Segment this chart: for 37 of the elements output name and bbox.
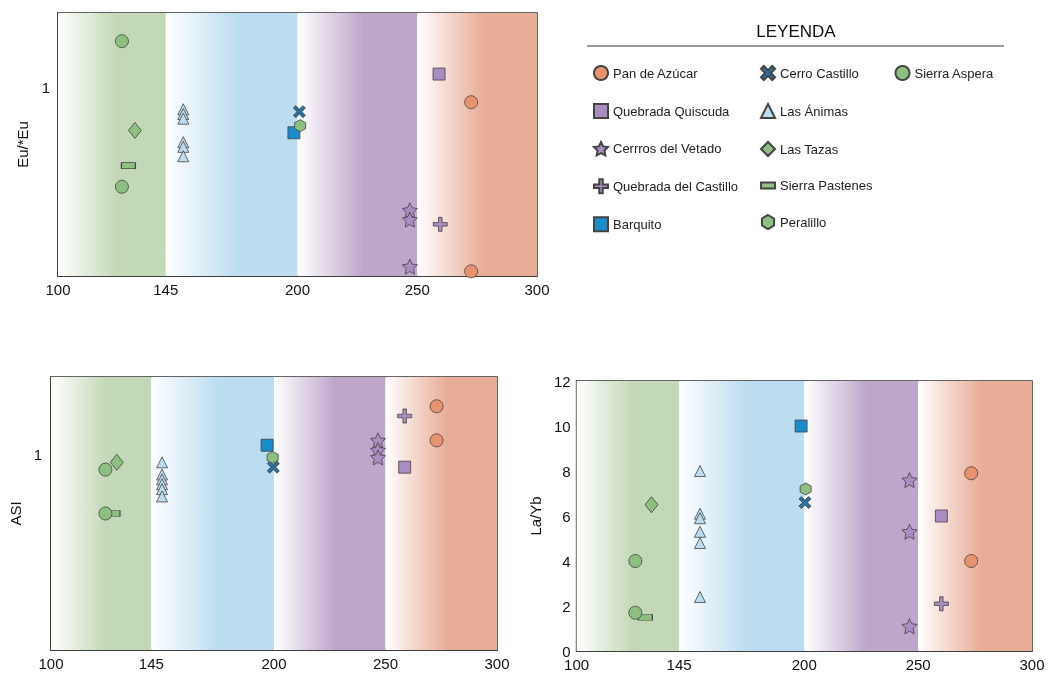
legend-label: Barquito: [613, 216, 662, 232]
y-tick-label: 4: [562, 552, 571, 570]
legend-label: Quebrada del Castillo: [613, 178, 739, 194]
legend-label: Sierra Aspera: [914, 65, 995, 81]
x-tick-label: 250: [905, 656, 931, 673]
legend-label: Las Tazas: [780, 141, 839, 157]
x-tick-label: 145: [153, 281, 179, 298]
legend-title: LEYENDA: [756, 21, 837, 41]
legend-label: Cerro Castillo: [780, 65, 859, 81]
y-axis-title: La/Yb: [527, 496, 544, 536]
x-tick-label: 100: [38, 655, 64, 672]
y-tick-label: 6: [562, 507, 571, 525]
x-tick-label: 200: [791, 656, 817, 673]
text: 1: [33, 446, 42, 464]
x-tick-label: 145: [666, 656, 692, 673]
legend-label: Peralillo: [780, 214, 827, 230]
x-tick-label: 250: [404, 281, 430, 298]
x-tick-label: 145: [138, 655, 164, 672]
x-tick-label: 300: [524, 281, 550, 298]
y-axis-title: Eu/*Eu: [14, 121, 31, 168]
y-tick-label: 8: [562, 462, 571, 480]
x-tick-label: 250: [372, 655, 399, 672]
legend-label: Quebrada Quiscuda: [613, 103, 731, 119]
legend-label: Sierra Pastenes: [780, 178, 874, 193]
y-tick-label: 12: [553, 372, 571, 390]
x-tick-label: 300: [484, 655, 510, 672]
y-tick-label: 2: [562, 597, 571, 615]
text: 1: [41, 79, 50, 97]
legend-label: Cerrros del Vetado: [613, 141, 722, 157]
x-tick-label: 100: [45, 281, 71, 298]
x-tick-label: 300: [1019, 656, 1045, 673]
legend-label: Pan de Azúcar: [613, 65, 699, 81]
y-tick-label: 10: [553, 417, 571, 435]
legend-label: Las Ánimas: [780, 103, 849, 119]
y-axis-title: ASI: [7, 501, 24, 526]
x-tick-label: 200: [284, 281, 311, 298]
x-tick-label: 200: [261, 655, 287, 672]
